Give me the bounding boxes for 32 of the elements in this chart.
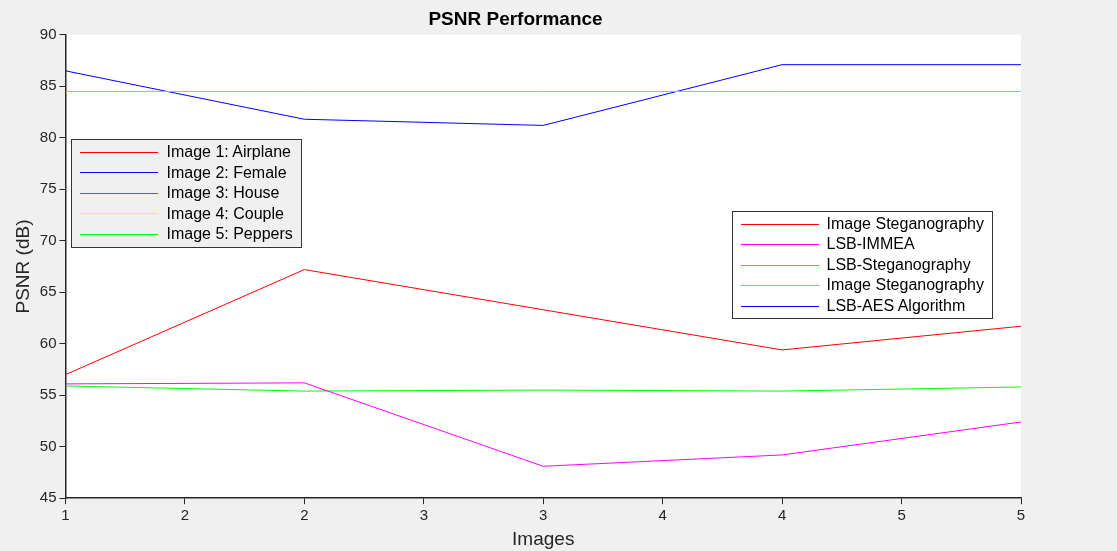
- y-tick-label: 70: [39, 230, 57, 248]
- chart-title: PSNR Performance: [428, 7, 603, 29]
- y-tick-label: 55: [39, 385, 57, 403]
- y-axis-title: PSNR (dB): [11, 219, 33, 314]
- y-tick-label: 75: [39, 179, 57, 197]
- x-tick-label: 4: [658, 506, 667, 524]
- x-tick-label: 2: [300, 506, 309, 524]
- legend-label: LSB-Steganography: [826, 254, 971, 275]
- legend-label: Image Steganography: [826, 275, 984, 296]
- y-tick-label: 80: [39, 127, 57, 145]
- y-tick-label: 65: [39, 282, 57, 300]
- x-tick-label: 1: [61, 506, 70, 524]
- y-tick-label: 50: [39, 436, 57, 454]
- x-tick-label: 4: [777, 506, 787, 524]
- legend-label: Image 1: Airplane: [166, 142, 292, 163]
- y-tick-label: 60: [39, 333, 57, 351]
- legend-label: Image 4: Couple: [166, 203, 284, 224]
- legend-label: LSB-IMMEA: [826, 234, 915, 255]
- x-tick-label: 3: [539, 506, 548, 524]
- y-tick-label: 90: [39, 24, 57, 42]
- x-tick-label: 3: [419, 506, 428, 524]
- x-tick-label: 5: [1016, 506, 1026, 524]
- y-tick-label: 85: [39, 76, 57, 94]
- legend-label: Image 3: House: [166, 183, 280, 204]
- x-axis-title: Images: [512, 527, 575, 549]
- x-tick-label: 5: [897, 506, 906, 524]
- legend-label: Image Steganography: [826, 213, 984, 234]
- legend-label: Image 2: Female: [166, 162, 287, 183]
- legend-label: LSB-AES Algorithm: [826, 295, 966, 316]
- legend-label: Image 5: Peppers: [166, 224, 293, 245]
- x-tick-label: 2: [180, 506, 190, 524]
- y-tick-label: 45: [39, 488, 57, 506]
